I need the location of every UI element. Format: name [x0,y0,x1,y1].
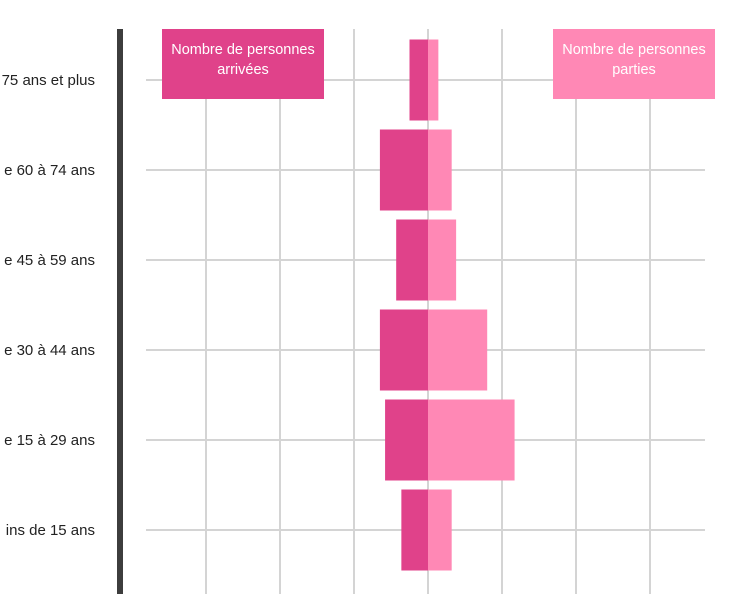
legend-arrivees-line-1: Nombre de personnes [171,42,315,58]
bar-parties-3 [428,309,488,391]
category-label-4: e 15 à 29 ans [4,432,95,449]
category-labels: 75 ans et plus e 60 à 74 ans e 45 à 59 ans… [2,72,95,539]
category-label-2: e 45 à 59 ans [4,252,95,269]
bar-arrivees-0 [409,39,428,121]
legend-arrivees: Nombre de personnes arrivées [162,29,324,99]
bar-arrivees-5 [401,489,428,571]
bars [379,39,515,571]
legend-arrivees-line-2: arrivées [217,62,269,78]
category-label-0: 75 ans et plus [2,72,95,89]
category-label-5: ins de 15 ans [6,522,95,539]
bar-parties-5 [428,489,452,571]
bar-parties-4 [428,399,515,481]
bar-parties-1 [428,129,452,211]
legend-parties-line-2: parties [612,62,656,78]
legend-parties-line-1: Nombre de personnes [562,42,706,58]
bar-arrivees-4 [385,399,428,481]
category-label-3: e 30 à 44 ans [4,342,95,359]
bar-parties-0 [428,39,439,121]
category-label-1: e 60 à 74 ans [4,162,95,179]
left-axis-bar [117,29,123,594]
legend-parties: Nombre de personnes parties [553,29,715,99]
bar-parties-2 [428,219,457,301]
bar-arrivees-1 [379,129,428,211]
bar-arrivees-3 [379,309,428,391]
bar-arrivees-2 [396,219,428,301]
